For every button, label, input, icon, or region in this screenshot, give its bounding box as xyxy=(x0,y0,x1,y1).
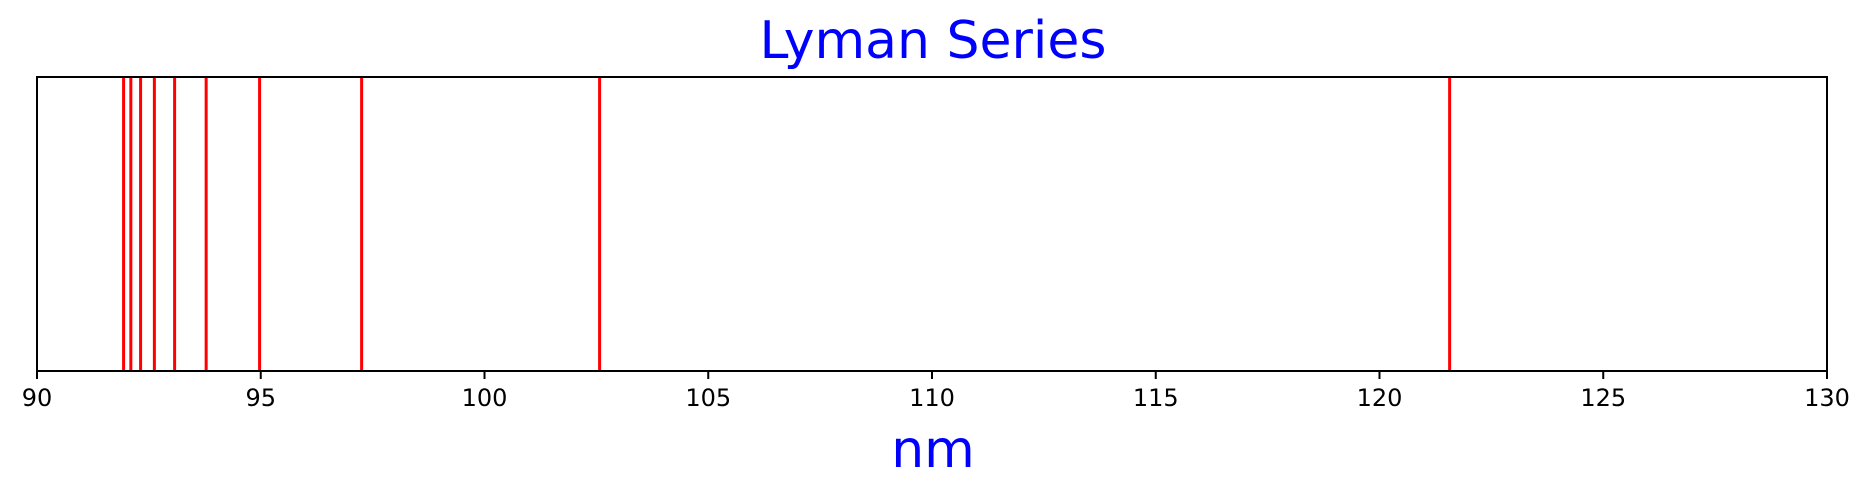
x-tick-label: 90 xyxy=(22,384,53,412)
chart-title: Lyman Series xyxy=(760,11,1107,71)
x-tick-label: 115 xyxy=(1133,384,1179,412)
x-axis-label: nm xyxy=(891,420,975,480)
x-tick-label: 105 xyxy=(685,384,731,412)
x-tick-label: 130 xyxy=(1804,384,1850,412)
plot-frame xyxy=(36,76,1828,372)
spectral-lines-group xyxy=(122,77,1452,371)
x-tick-label: 95 xyxy=(245,384,276,412)
x-tick-label: 125 xyxy=(1580,384,1626,412)
x-axis-ticks: 90 95 100 105 110 115 120 125 130 xyxy=(22,371,1850,412)
x-tick-label: 120 xyxy=(1357,384,1403,412)
x-tick-label: 100 xyxy=(462,384,508,412)
x-tick-label: 110 xyxy=(909,384,955,412)
